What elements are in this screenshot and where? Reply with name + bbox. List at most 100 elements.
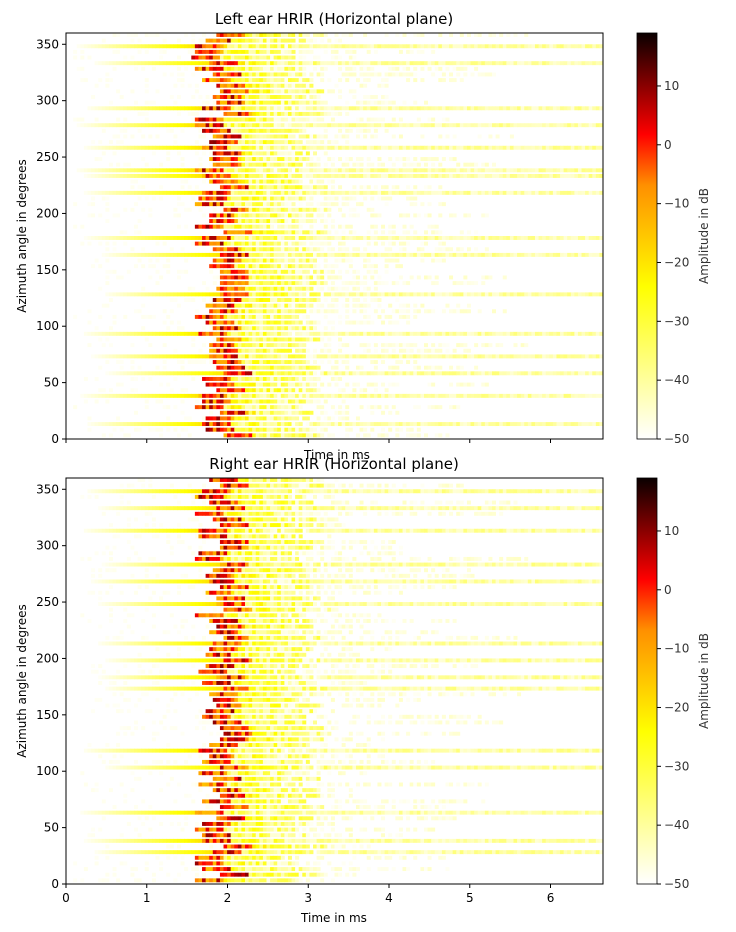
- heatmap-cell: [549, 354, 554, 359]
- heatmap-cell: [495, 106, 500, 111]
- heatmap-cell: [295, 314, 300, 319]
- heatmap-cell: [209, 117, 214, 122]
- heatmap-cell: [287, 162, 292, 167]
- heatmap-cell: [245, 309, 249, 314]
- heatmap-cell: [391, 309, 396, 314]
- heatmap-cell: [105, 83, 110, 88]
- heatmap-cell: [223, 258, 228, 263]
- heatmap-cell: [259, 89, 264, 94]
- heatmap-cell: [552, 61, 557, 66]
- heatmap-cell: [212, 258, 217, 263]
- heatmap-cell: [216, 128, 221, 133]
- heatmap-cell: [420, 354, 425, 359]
- heatmap-cell: [291, 111, 296, 116]
- heatmap-cell: [270, 219, 275, 224]
- heatmap-cell: [248, 134, 253, 139]
- heatmap-cell: [277, 173, 282, 178]
- heatmap-cell: [266, 252, 271, 257]
- heatmap-cell: [373, 106, 378, 111]
- heatmap-cell: [527, 168, 532, 173]
- heatmap-cell: [316, 286, 321, 291]
- heatmap-cell: [155, 236, 160, 240]
- heatmap-cell: [280, 236, 285, 240]
- heatmap-cell: [363, 422, 368, 427]
- heatmap-cell: [277, 264, 282, 269]
- heatmap-cell: [338, 134, 343, 139]
- heatmap-cell: [219, 422, 224, 427]
- heatmap-cell: [230, 173, 235, 178]
- heatmap-cell: [159, 185, 164, 190]
- heatmap-cell: [219, 331, 224, 336]
- heatmap-cell: [141, 286, 146, 291]
- heatmap-cell: [585, 422, 590, 427]
- heatmap-cell: [363, 331, 368, 336]
- heatmap-cell: [416, 247, 421, 252]
- heatmap-cell: [395, 281, 400, 286]
- heatmap-cell: [502, 145, 507, 150]
- heatmap-cell: [209, 416, 214, 421]
- heatmap-cell: [159, 173, 164, 178]
- heatmap-cell: [441, 157, 446, 162]
- heatmap-cell: [466, 281, 471, 286]
- heatmap-cell: [484, 213, 489, 218]
- heatmap-cell: [388, 292, 393, 297]
- heatmap-cell: [237, 422, 242, 427]
- heatmap-cell: [427, 190, 432, 195]
- heatmap-cell: [248, 162, 253, 167]
- heatmap-cell: [377, 314, 382, 319]
- heatmap-cell: [298, 371, 303, 376]
- heatmap-cell: [234, 134, 239, 139]
- heatmap-cell: [230, 258, 235, 263]
- heatmap-cell: [248, 241, 253, 246]
- heatmap-cell: [241, 140, 246, 145]
- heatmap-cell: [151, 196, 156, 201]
- heatmap-cell: [449, 354, 454, 359]
- heatmap-cell: [105, 236, 110, 240]
- heatmap-cell: [87, 44, 92, 49]
- heatmap-cell: [456, 66, 461, 71]
- heatmap-cell: [80, 393, 85, 398]
- heatmap-cell: [295, 207, 300, 212]
- heatmap-cell: [334, 123, 339, 128]
- heatmap-cell: [184, 371, 189, 376]
- heatmap-cell: [252, 202, 257, 207]
- heatmap-cell: [531, 61, 536, 66]
- heatmap-cell: [105, 292, 110, 297]
- heatmap-cell: [134, 168, 138, 173]
- heatmap-cell: [545, 331, 550, 336]
- heatmap-cell: [191, 241, 196, 246]
- heatmap-cell: [219, 44, 224, 49]
- heatmap-cell: [202, 179, 207, 184]
- heatmap-cell: [237, 337, 242, 342]
- heatmap-cell: [363, 123, 368, 128]
- heatmap-cell: [245, 343, 249, 348]
- heatmap-cell: [230, 269, 235, 274]
- heatmap-cell: [413, 422, 418, 427]
- heatmap-cell: [427, 117, 432, 122]
- heatmap-cell: [348, 61, 353, 66]
- heatmap-cell: [298, 410, 303, 415]
- heatmap-cell: [581, 371, 586, 376]
- heatmap-cell: [452, 422, 457, 427]
- heatmap-cell: [87, 422, 92, 427]
- heatmap-cell: [112, 314, 117, 319]
- heatmap-cell: [588, 371, 593, 376]
- heatmap-cell: [277, 410, 282, 415]
- heatmap-cell: [305, 49, 310, 54]
- heatmap-cell: [223, 416, 228, 421]
- heatmap-cell: [391, 393, 396, 398]
- heatmap-cell: [373, 123, 378, 128]
- heatmap-cell: [248, 348, 253, 353]
- heatmap-cell: [248, 269, 253, 274]
- heatmap-cell: [345, 281, 350, 286]
- heatmap-cell: [262, 281, 267, 286]
- heatmap-cell: [338, 292, 343, 297]
- heatmap-cell: [252, 224, 257, 229]
- heatmap-cell: [556, 354, 561, 359]
- heatmap-cell: [223, 100, 228, 105]
- heatmap-cell: [431, 309, 436, 314]
- heatmap-cell: [302, 365, 307, 370]
- heatmap-cell: [345, 196, 350, 201]
- heatmap-cell: [398, 275, 403, 280]
- heatmap-cell: [144, 44, 149, 49]
